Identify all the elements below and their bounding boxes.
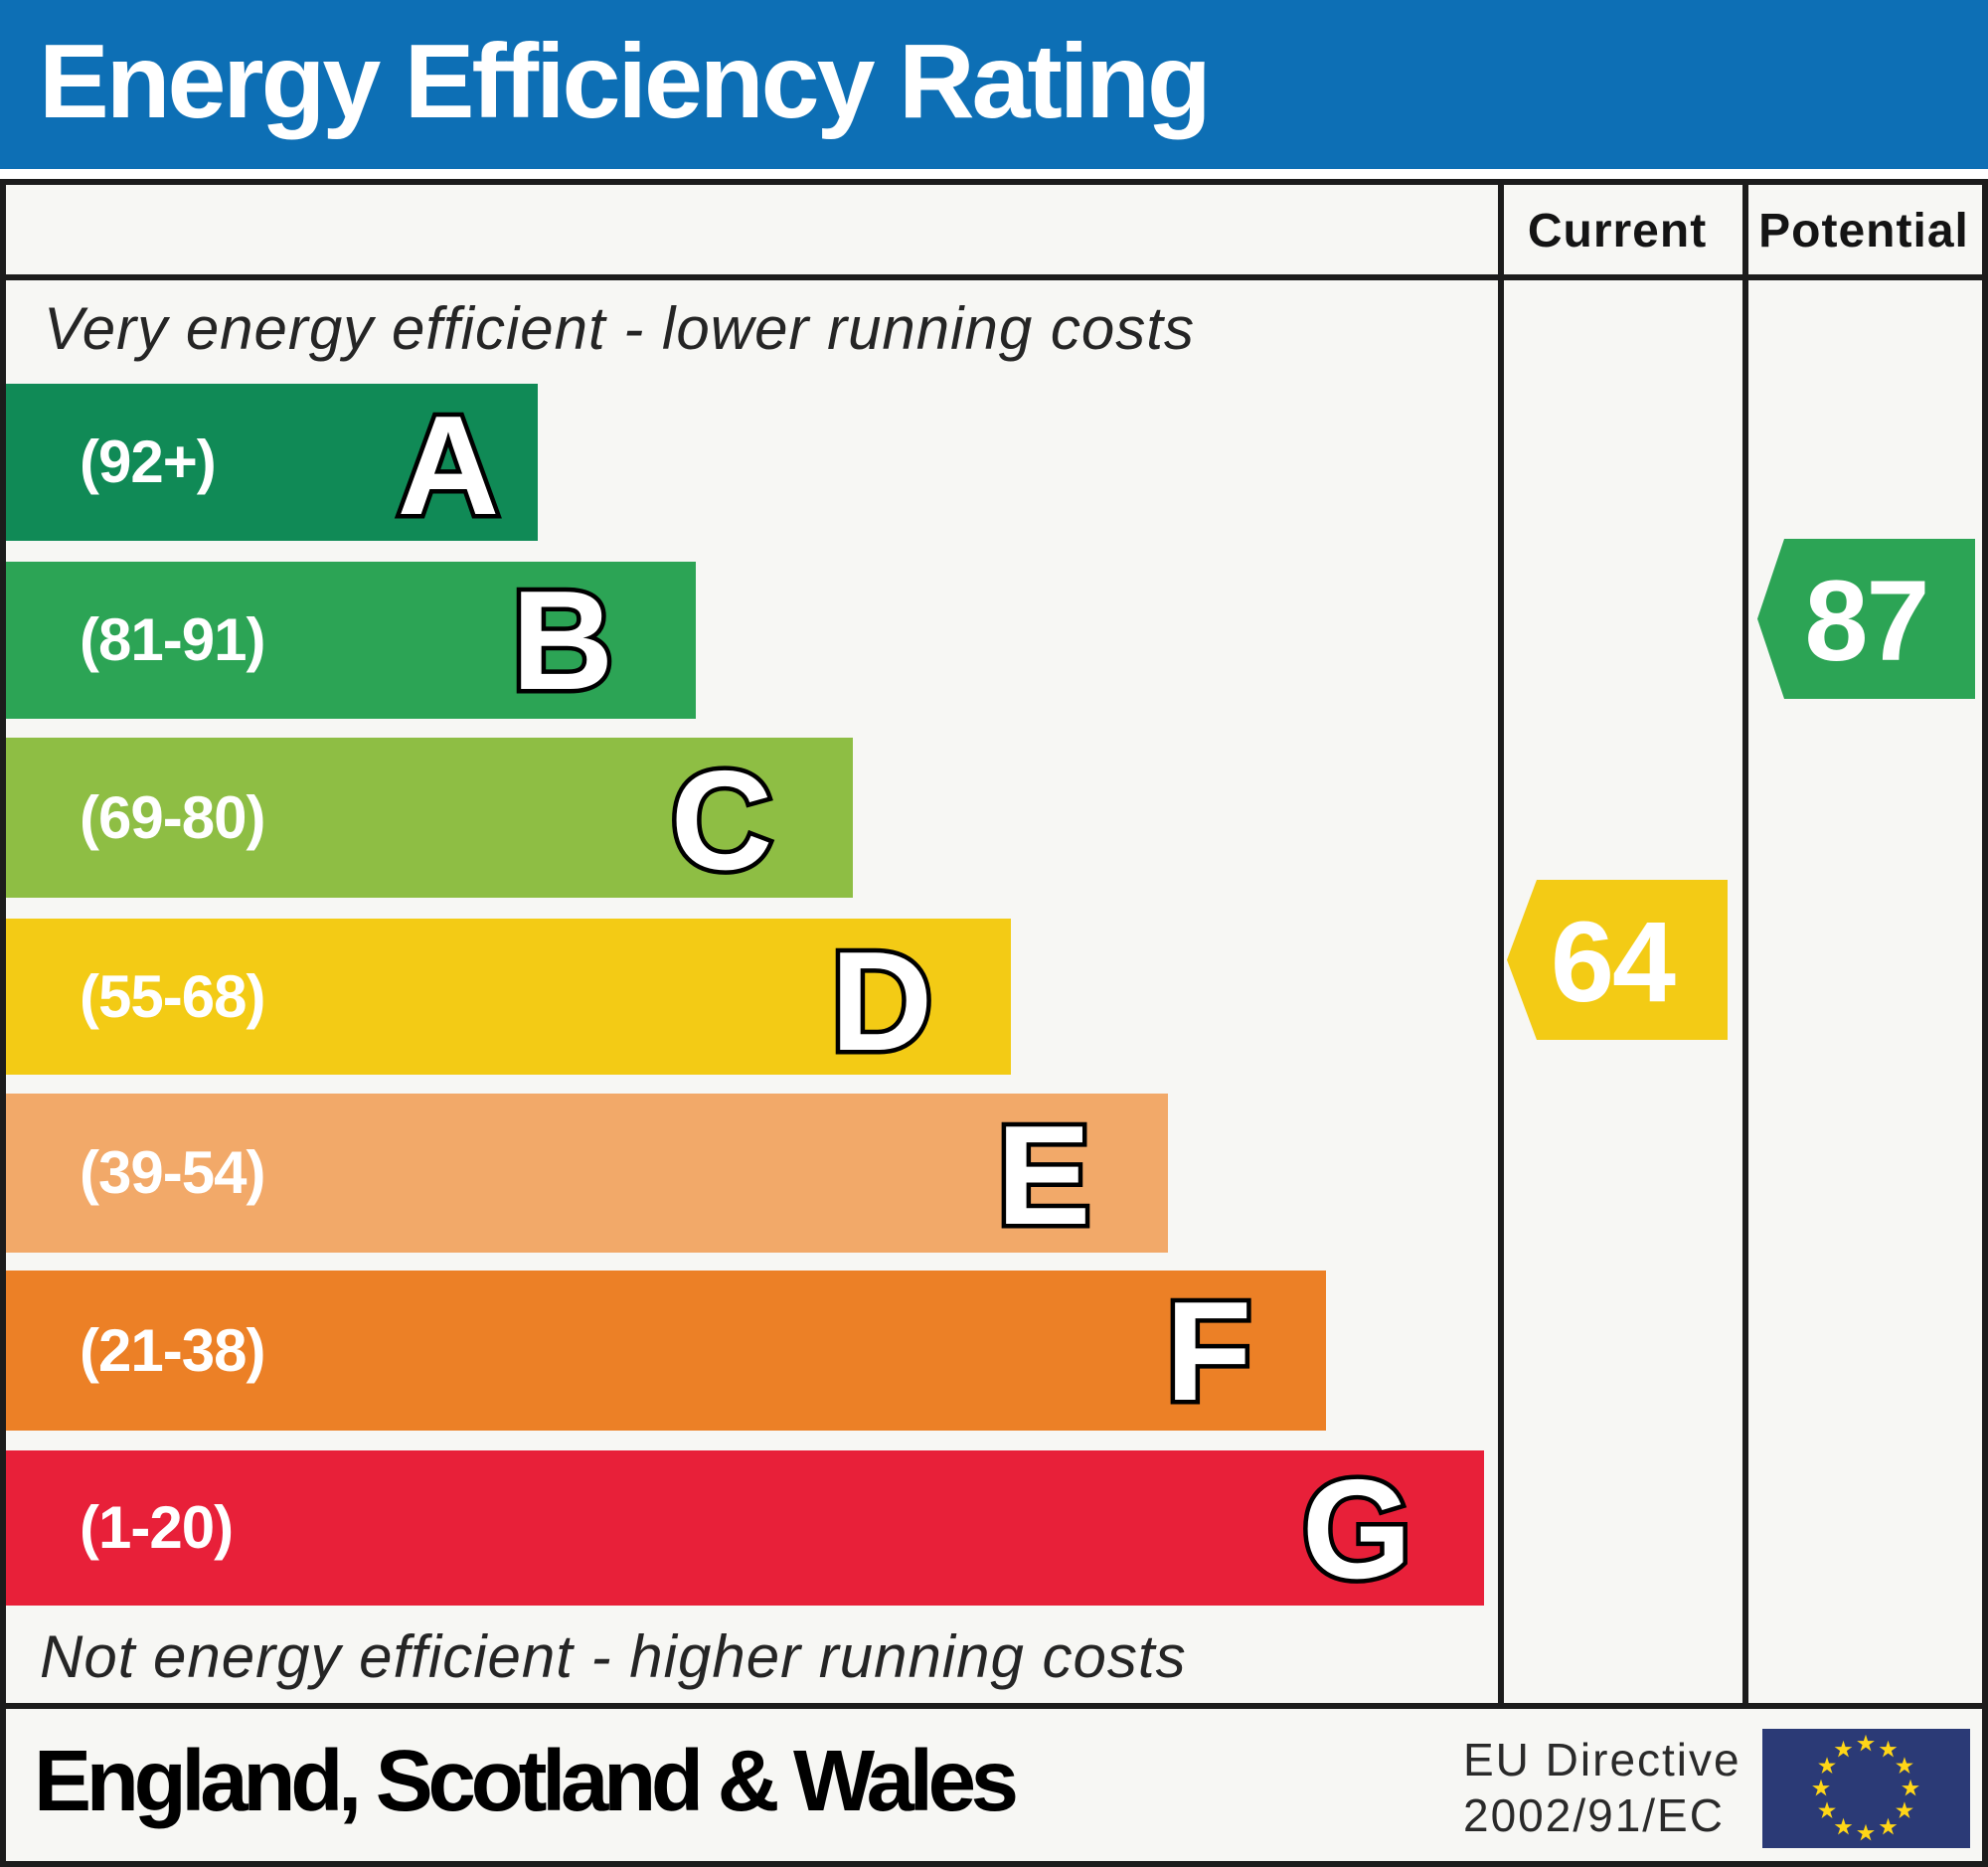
svg-text:D: D xyxy=(831,923,933,1081)
svg-text:E: E xyxy=(997,1097,1091,1255)
svg-text:A: A xyxy=(398,387,500,545)
svg-text:G: G xyxy=(1302,1450,1411,1609)
svg-text:F: F xyxy=(1166,1273,1252,1431)
svg-text:B: B xyxy=(512,562,614,720)
svg-text:C: C xyxy=(671,742,773,900)
